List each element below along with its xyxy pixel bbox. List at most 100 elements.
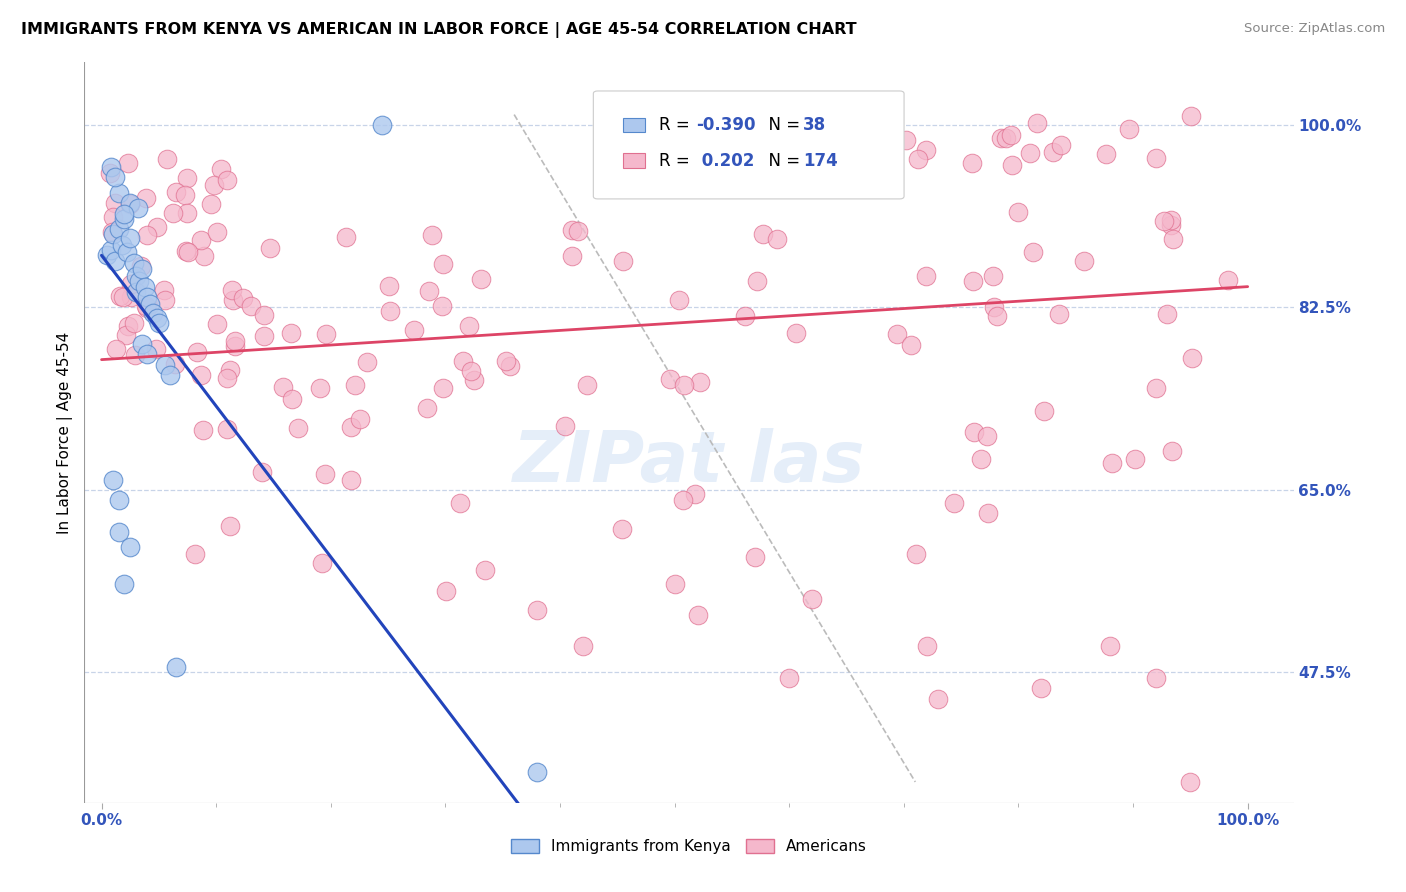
Point [114,211,136,226]
Point [1007,205,1029,219]
Point [165,660,187,674]
Point [914,143,936,157]
Text: -0.390: -0.390 [696,116,755,134]
Point [127,202,149,216]
Point [190,233,212,247]
Point [190,368,212,382]
Point [176,171,198,186]
Point [120,230,142,244]
Point [1032,404,1054,418]
Point [240,299,263,313]
Point [112,290,135,304]
Point [186,344,208,359]
Point [561,248,583,262]
Text: 0.202: 0.202 [696,152,755,169]
Point [970,451,993,466]
Point [915,640,938,654]
Point [765,110,787,124]
Point [120,196,142,211]
Point [740,138,762,153]
Point [572,640,595,654]
Point [434,584,457,599]
Point [668,293,690,308]
Point [1101,457,1123,471]
Point [1180,109,1202,123]
Point [658,372,681,386]
Point [380,303,402,318]
Point [311,557,333,571]
Point [683,487,706,501]
Point [960,155,983,169]
Point [495,354,517,368]
Point [217,422,239,436]
Point [402,323,425,337]
Point [100,160,122,174]
Point [418,284,440,298]
Point [176,206,198,220]
Point [1144,151,1167,165]
Point [734,309,756,323]
Point [211,161,233,176]
Point [114,577,136,591]
Point [111,238,134,252]
Point [155,293,177,307]
Point [943,496,966,510]
Point [221,283,243,297]
Point [107,186,129,200]
Point [340,473,363,487]
Point [745,274,768,288]
Point [142,306,165,320]
Point [832,125,855,139]
Point [104,196,127,211]
Point [463,373,485,387]
Point [122,317,145,331]
Point [309,381,332,395]
Point [664,577,686,591]
Point [612,522,634,536]
Point [224,339,246,353]
Point [765,232,787,246]
Point [135,299,157,313]
Point [526,764,548,779]
Point [1216,273,1239,287]
Point [612,254,634,268]
Point [107,222,129,236]
Point [343,378,366,392]
Point [567,224,589,238]
Point [986,309,1008,323]
Point [740,136,762,151]
Point [193,249,215,263]
Point [215,371,238,385]
Point [174,187,197,202]
Point [314,467,336,482]
Point [107,524,129,539]
Point [136,227,159,242]
Point [526,603,548,617]
Point [124,348,146,362]
Point [498,359,520,373]
Point [785,326,807,340]
Point [200,196,222,211]
Point [145,343,167,357]
Point [1000,128,1022,142]
Point [1161,443,1184,458]
Point [430,299,453,313]
Point [101,227,124,242]
Point [1031,681,1053,695]
Point [101,473,124,487]
Point [1144,671,1167,685]
Point [156,152,179,166]
Point [250,465,273,479]
Point [927,691,949,706]
Point [253,308,276,322]
Point [416,401,439,415]
Point [315,327,337,342]
Point [744,550,766,565]
Point [165,357,187,371]
Point [122,255,145,269]
Point [778,671,800,685]
Point [786,146,808,161]
Point [1001,158,1024,172]
Point [104,170,127,185]
Point [104,343,127,357]
